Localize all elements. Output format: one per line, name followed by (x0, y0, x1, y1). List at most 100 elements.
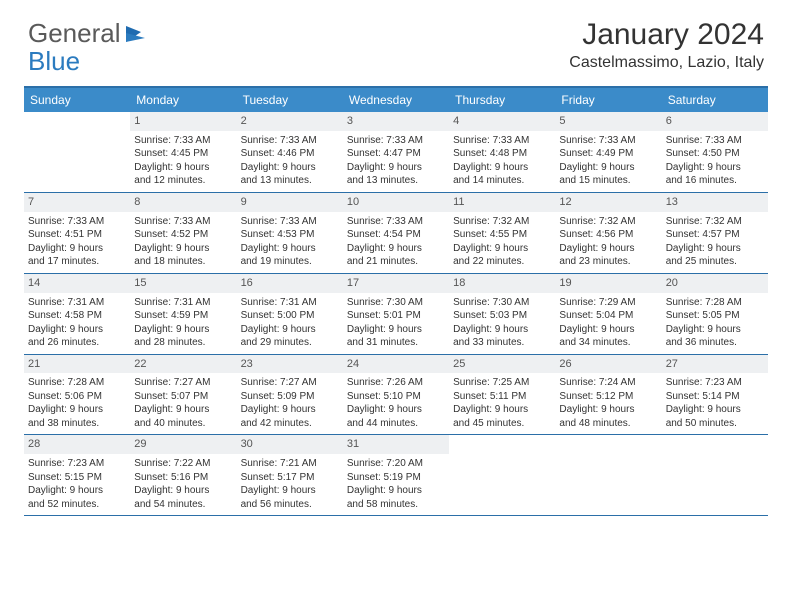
page-header: General January 2024 Castelmassimo, Lazi… (0, 0, 792, 80)
flag-icon (125, 24, 151, 44)
day-number: 9 (237, 193, 343, 212)
day-info-line: Sunset: 5:06 PM (28, 390, 126, 404)
day-info-line: and 42 minutes. (241, 417, 339, 431)
week-row: 14Sunrise: 7:31 AMSunset: 4:58 PMDayligh… (24, 274, 768, 355)
day-info-line: Sunset: 5:07 PM (134, 390, 232, 404)
day-info-line: Daylight: 9 hours (559, 161, 657, 175)
day-cell (555, 435, 661, 515)
day-cell: 30Sunrise: 7:21 AMSunset: 5:17 PMDayligh… (237, 435, 343, 515)
day-info-line: Daylight: 9 hours (559, 403, 657, 417)
day-info-line: and 23 minutes. (559, 255, 657, 269)
day-info-line: and 28 minutes. (134, 336, 232, 350)
day-cell: 12Sunrise: 7:32 AMSunset: 4:56 PMDayligh… (555, 193, 661, 273)
day-info-line: Sunset: 4:55 PM (453, 228, 551, 242)
day-info-line: Sunset: 5:14 PM (666, 390, 764, 404)
brand-word-1: General (28, 18, 121, 49)
day-info-line: Daylight: 9 hours (241, 323, 339, 337)
day-number: 26 (555, 355, 661, 374)
day-info-line: and 54 minutes. (134, 498, 232, 512)
day-cell: 7Sunrise: 7:33 AMSunset: 4:51 PMDaylight… (24, 193, 130, 273)
day-cell (662, 435, 768, 515)
day-cell: 31Sunrise: 7:20 AMSunset: 5:19 PMDayligh… (343, 435, 449, 515)
day-number (662, 435, 768, 439)
day-info-line: and 38 minutes. (28, 417, 126, 431)
brand-word-2: Blue (28, 46, 80, 77)
day-info-line: Daylight: 9 hours (241, 161, 339, 175)
weeks-container: 1Sunrise: 7:33 AMSunset: 4:45 PMDaylight… (24, 112, 768, 516)
day-cell (449, 435, 555, 515)
dow-friday: Friday (555, 88, 661, 112)
day-info-line: Daylight: 9 hours (134, 484, 232, 498)
day-cell: 1Sunrise: 7:33 AMSunset: 4:45 PMDaylight… (130, 112, 236, 192)
day-number: 20 (662, 274, 768, 293)
location-subtitle: Castelmassimo, Lazio, Italy (569, 54, 764, 72)
day-info-line: and 22 minutes. (453, 255, 551, 269)
day-info-line: Sunset: 4:46 PM (241, 147, 339, 161)
title-block: January 2024 Castelmassimo, Lazio, Italy (569, 18, 764, 72)
day-info-line: Daylight: 9 hours (347, 242, 445, 256)
day-info-line: and 21 minutes. (347, 255, 445, 269)
day-info-line: and 12 minutes. (134, 174, 232, 188)
day-info-line: Sunset: 4:56 PM (559, 228, 657, 242)
day-info-line: Daylight: 9 hours (134, 161, 232, 175)
day-cell: 24Sunrise: 7:26 AMSunset: 5:10 PMDayligh… (343, 355, 449, 435)
day-info-line: Sunrise: 7:33 AM (347, 134, 445, 148)
day-info-line: and 36 minutes. (666, 336, 764, 350)
day-info-line: and 29 minutes. (241, 336, 339, 350)
day-number: 21 (24, 355, 130, 374)
day-info-line: Daylight: 9 hours (453, 242, 551, 256)
day-info-line: and 44 minutes. (347, 417, 445, 431)
day-info-line: Sunset: 5:19 PM (347, 471, 445, 485)
day-info-line: Sunrise: 7:33 AM (666, 134, 764, 148)
day-number: 18 (449, 274, 555, 293)
dow-monday: Monday (130, 88, 236, 112)
day-info-line: Sunset: 4:50 PM (666, 147, 764, 161)
day-number: 16 (237, 274, 343, 293)
day-info-line: Sunset: 5:09 PM (241, 390, 339, 404)
month-title: January 2024 (569, 18, 764, 52)
day-cell: 11Sunrise: 7:32 AMSunset: 4:55 PMDayligh… (449, 193, 555, 273)
day-info-line: Sunset: 4:57 PM (666, 228, 764, 242)
day-info-line: Sunrise: 7:31 AM (28, 296, 126, 310)
day-number: 12 (555, 193, 661, 212)
day-info-line: Sunrise: 7:32 AM (666, 215, 764, 229)
day-cell: 26Sunrise: 7:24 AMSunset: 5:12 PMDayligh… (555, 355, 661, 435)
day-info-line: Sunrise: 7:22 AM (134, 457, 232, 471)
day-number: 15 (130, 274, 236, 293)
day-info-line: and 26 minutes. (28, 336, 126, 350)
day-info-line: and 19 minutes. (241, 255, 339, 269)
week-row: 21Sunrise: 7:28 AMSunset: 5:06 PMDayligh… (24, 355, 768, 436)
day-of-week-header: Sunday Monday Tuesday Wednesday Thursday… (24, 88, 768, 112)
day-info-line: Sunset: 5:05 PM (666, 309, 764, 323)
day-number: 8 (130, 193, 236, 212)
day-number: 19 (555, 274, 661, 293)
day-info-line: Sunrise: 7:23 AM (666, 376, 764, 390)
day-info-line: Sunset: 4:58 PM (28, 309, 126, 323)
day-cell: 8Sunrise: 7:33 AMSunset: 4:52 PMDaylight… (130, 193, 236, 273)
day-info-line: Daylight: 9 hours (134, 242, 232, 256)
day-info-line: Sunrise: 7:30 AM (453, 296, 551, 310)
day-number: 7 (24, 193, 130, 212)
day-number: 4 (449, 112, 555, 131)
day-number: 23 (237, 355, 343, 374)
calendar-grid: Sunday Monday Tuesday Wednesday Thursday… (24, 86, 768, 516)
day-info-line: Sunset: 5:01 PM (347, 309, 445, 323)
day-info-line: Daylight: 9 hours (666, 242, 764, 256)
day-info-line: and 25 minutes. (666, 255, 764, 269)
day-number (449, 435, 555, 439)
day-info-line: Daylight: 9 hours (666, 161, 764, 175)
day-info-line: Sunset: 4:52 PM (134, 228, 232, 242)
day-info-line: Sunset: 5:12 PM (559, 390, 657, 404)
day-info-line: and 33 minutes. (453, 336, 551, 350)
day-number: 25 (449, 355, 555, 374)
day-info-line: Daylight: 9 hours (347, 403, 445, 417)
day-info-line: Sunrise: 7:20 AM (347, 457, 445, 471)
day-info-line: Sunrise: 7:23 AM (28, 457, 126, 471)
day-info-line: Sunset: 5:10 PM (347, 390, 445, 404)
day-info-line: Sunrise: 7:25 AM (453, 376, 551, 390)
day-cell: 9Sunrise: 7:33 AMSunset: 4:53 PMDaylight… (237, 193, 343, 273)
day-info-line: and 13 minutes. (347, 174, 445, 188)
day-cell: 18Sunrise: 7:30 AMSunset: 5:03 PMDayligh… (449, 274, 555, 354)
day-info-line: Daylight: 9 hours (241, 242, 339, 256)
day-info-line: Sunset: 5:03 PM (453, 309, 551, 323)
